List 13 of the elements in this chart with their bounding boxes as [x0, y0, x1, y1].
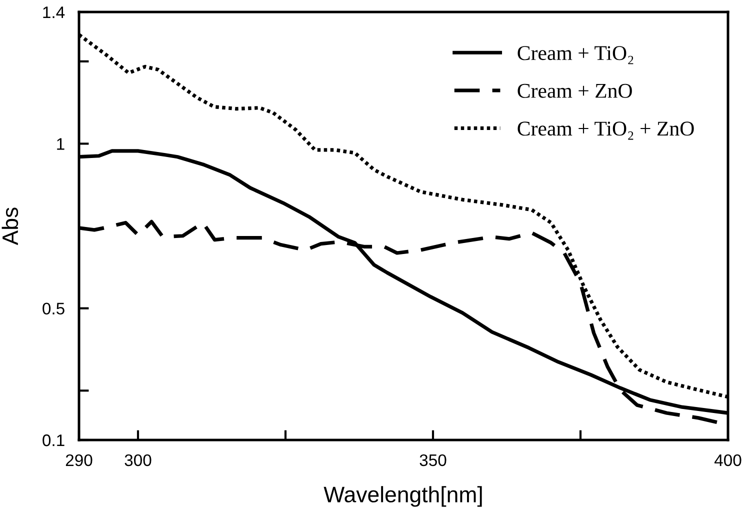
x-tick-label: 400 [714, 454, 742, 466]
y-axis-title: Abs [2, 208, 18, 246]
legend-label: Cream + TiO₂ + ZnO [518, 122, 694, 140]
y-tick-label: 0.1 [42, 434, 64, 446]
y-tick-label: 0.5 [42, 302, 64, 315]
legend-label: Cream + TiO₂ [518, 46, 634, 64]
x-axis-title: Wavelength[nm] [324, 486, 482, 507]
x-tick-label: 300 [124, 454, 152, 466]
x-tick-label: 290 [66, 454, 92, 466]
y-tick-label: 1 [57, 138, 64, 150]
x-tick-label: 350 [420, 454, 446, 466]
y-tick-label: 1.4 [43, 6, 65, 18]
legend-label: Cream + ZnO [518, 84, 632, 98]
